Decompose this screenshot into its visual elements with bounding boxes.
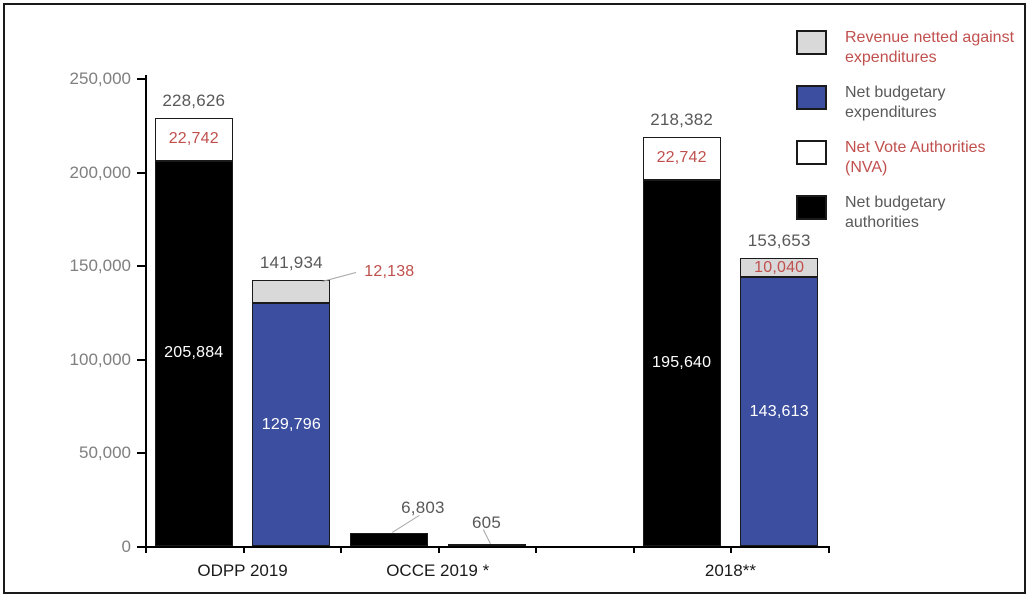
bar-segment-label: 205,884 (164, 344, 224, 362)
bar-segment-blue (740, 277, 819, 546)
y-tick (137, 358, 145, 361)
bar-segment-label: 10,040 (754, 258, 805, 276)
bar-segment-black (447, 544, 526, 546)
bar-segment-label: 129,796 (261, 415, 321, 433)
x-tick (730, 548, 733, 553)
legend-item: Net budgetary authorities (796, 194, 1026, 241)
legend-swatch-black (796, 195, 827, 220)
x-tick (340, 548, 343, 553)
bar-segment-label: 22,742 (168, 130, 219, 148)
x-tick (242, 548, 245, 553)
y-tick-label: 250,000 (69, 69, 131, 88)
y-tick-label: 0 (121, 537, 131, 556)
bar-total-label: 6,803 (401, 498, 445, 518)
legend-label: Net budgetary expenditures (845, 84, 946, 121)
bar-total-label: 141,934 (259, 253, 323, 273)
bar-total-label: 605 (472, 512, 501, 532)
x-tick (535, 548, 538, 553)
legend-label: Net budgetary authorities (845, 194, 946, 231)
x-tick (145, 548, 147, 553)
legend-label: Net Vote Authorities (NVA) (845, 139, 986, 176)
bar-segment-black (349, 533, 428, 546)
legend-swatch-gray (796, 30, 827, 55)
y-tick-label: 200,000 (69, 162, 131, 182)
x-axis-line (145, 546, 830, 548)
bar-total-label: 228,626 (162, 91, 226, 110)
category-label: OCCE 2019 * (386, 561, 490, 580)
bar-segment-black (154, 160, 233, 546)
category-label: 2018** (704, 561, 756, 580)
bar-segment-gray (252, 280, 331, 304)
legend-item: Net Vote Authorities (NVA) (796, 139, 1026, 186)
y-tick-label: 150,000 (69, 256, 131, 276)
legend-item: Net budgetary expenditures (796, 84, 1026, 131)
bar-segment-label: 143,613 (749, 402, 809, 420)
y-tick (137, 78, 145, 80)
bar-segment-label: 22,742 (656, 149, 707, 167)
y-tick (137, 452, 145, 455)
bar-segment-gray (740, 258, 819, 278)
bar-segment-label: 12,138 (364, 263, 415, 281)
bar-total-label: 218,382 (650, 110, 714, 130)
y-axis-line (145, 75, 147, 548)
legend-item: Revenue netted against expenditures (796, 29, 1026, 76)
category-label: ODPP 2019 (197, 561, 288, 580)
y-tick-label: 100,000 (69, 349, 131, 369)
stacked-bar-chart: 0 50,000 100,000 150,000 200,000 250,000 ODPP … (5, 5, 1028, 588)
legend-swatch-white (796, 140, 827, 165)
bar-segment-blue (252, 303, 331, 546)
y-tick (137, 265, 145, 268)
legend-label: Revenue netted against expenditures (845, 29, 1015, 66)
x-tick (828, 548, 830, 553)
bar-segment-black (642, 179, 721, 546)
bar-segment-white (154, 118, 233, 161)
bar-total-label: 153,653 (747, 231, 811, 251)
y-tick-label: 50,000 (79, 443, 131, 463)
y-tick (137, 546, 145, 548)
bar-segment-white (642, 137, 721, 180)
x-tick (437, 548, 440, 553)
y-tick (137, 171, 145, 174)
chart-frame: 0 50,000 100,000 150,000 200,000 250,000 ODPP … (3, 3, 1026, 594)
x-tick (632, 548, 635, 553)
legend-swatch-blue (796, 85, 827, 110)
bar-segment-label: 195,640 (652, 353, 712, 371)
